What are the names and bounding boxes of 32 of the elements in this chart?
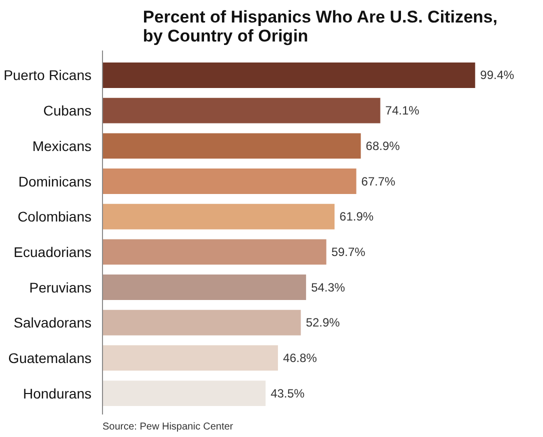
y-tick-label: Mexicans [32,138,92,154]
bar [102,62,476,88]
data-label: 68.9% [366,138,400,153]
y-tick-label: Ecuadorians [14,244,92,260]
y-tick-label: Colombians [18,208,92,225]
y-tick-label: Salvadorans [14,314,92,331]
data-label: 59.7% [331,244,366,259]
data-label: 74.1% [385,104,420,118]
data-label: 46.8% [282,350,318,365]
chart-title: Percent of Hispanics Who Are U.S. Citizens, by Country of Origin [142,8,498,46]
bar [102,310,301,336]
bar [102,204,335,230]
data-label: 99.4% [480,68,515,82]
bar [102,239,326,265]
source-note: Source: Pew Hispanic Center [102,422,234,432]
bar [102,380,266,406]
y-tick-label: Cubans [43,102,92,119]
data-label: 67.7% [361,174,396,188]
bar [102,98,380,124]
data-label: 61.9% [340,210,374,224]
bar [102,345,278,371]
data-label: 52.9% [306,316,340,330]
bar [102,168,356,194]
y-tick-label: Guatemalans [8,350,92,366]
bar [102,274,306,300]
bar [102,133,361,159]
y-tick-label: Puerto Ricans [4,67,92,84]
data-label: 54.3% [311,280,346,294]
y-tick-label: Hondurans [23,385,92,402]
y-tick-label: Dominicans [18,173,92,190]
data-label: 43.5% [270,386,305,400]
y-tick-label: Peruvians [29,279,92,296]
